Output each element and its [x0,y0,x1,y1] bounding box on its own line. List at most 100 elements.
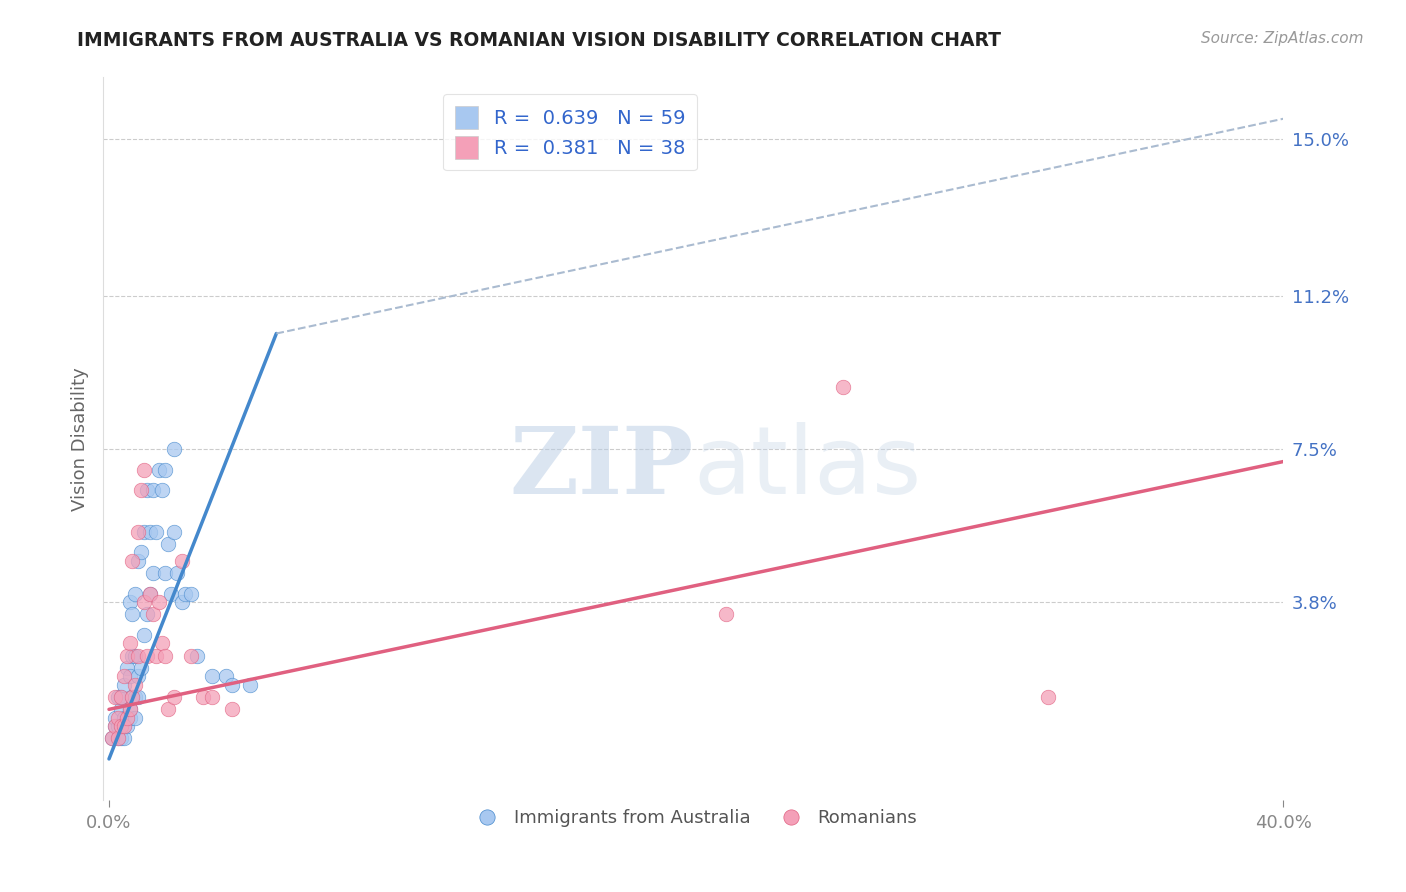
Point [142,607,165,622]
Point [134,463,156,477]
Point [180,648,202,663]
Point [172,595,194,609]
Point [134,628,156,642]
Point [129,545,152,559]
Legend: Immigrants from Australia, Romanians: Immigrants from Australia, Romanians [461,802,925,835]
Text: IMMIGRANTS FROM AUSTRALIA VS ROMANIAN VISION DISABILITY CORRELATION CHART: IMMIGRANTS FROM AUSTRALIA VS ROMANIAN VI… [77,31,1001,50]
Point [145,524,167,539]
Point [107,690,129,704]
Point [115,711,138,725]
Point [162,524,184,539]
Point [110,719,132,733]
Point [221,677,243,691]
Point [104,719,127,733]
Point [153,463,176,477]
Point [121,690,143,704]
Text: atlas: atlas [693,422,921,514]
Point [127,669,149,683]
Point [110,731,132,746]
Point [148,595,170,609]
Point [104,690,127,704]
Point [148,463,170,477]
Point [172,554,194,568]
Point [166,566,188,580]
Point [112,719,135,733]
Point [124,648,146,663]
Point [1038,690,1060,704]
Point [129,483,152,498]
Point [127,690,149,704]
Point [239,677,262,691]
Point [118,702,141,716]
Point [156,537,179,551]
Point [127,648,149,663]
Point [112,711,135,725]
Point [118,702,141,716]
Point [150,636,173,650]
Point [121,607,143,622]
Point [136,607,159,622]
Point [112,719,135,733]
Point [110,690,132,704]
Point [121,690,143,704]
Point [104,719,127,733]
Point [121,648,143,663]
Point [115,711,138,725]
Point [832,380,855,394]
Point [153,648,176,663]
Point [121,554,143,568]
Point [191,690,214,704]
Point [118,636,141,650]
Point [145,648,167,663]
Point [129,661,152,675]
Point [124,677,146,691]
Point [139,524,162,539]
Point [127,554,149,568]
Point [107,719,129,733]
Point [153,566,176,580]
Point [150,483,173,498]
Point [142,566,165,580]
Point [124,711,146,725]
Point [124,690,146,704]
Point [107,731,129,746]
Point [104,711,127,725]
Point [134,595,156,609]
Point [101,731,124,746]
Point [221,702,243,716]
Point [118,669,141,683]
Point [134,524,156,539]
Point [201,669,224,683]
Point [107,731,129,746]
Point [142,483,165,498]
Point [180,587,202,601]
Point [136,483,159,498]
Point [110,690,132,704]
Point [139,587,162,601]
Point [115,661,138,675]
Point [215,669,238,683]
Point [127,524,149,539]
Point [115,648,138,663]
Point [110,719,132,733]
Y-axis label: Vision Disability: Vision Disability [72,367,89,511]
Point [714,607,737,622]
Point [156,702,179,716]
Point [162,442,184,457]
Point [115,719,138,733]
Text: ZIP: ZIP [509,423,693,513]
Point [101,731,124,746]
Point [107,711,129,725]
Point [159,587,181,601]
Point [201,690,224,704]
Point [186,648,208,663]
Point [139,587,162,601]
Point [110,702,132,716]
Point [174,587,197,601]
Point [112,731,135,746]
Point [112,677,135,691]
Point [124,587,146,601]
Point [112,669,135,683]
Point [118,595,141,609]
Point [136,648,159,663]
